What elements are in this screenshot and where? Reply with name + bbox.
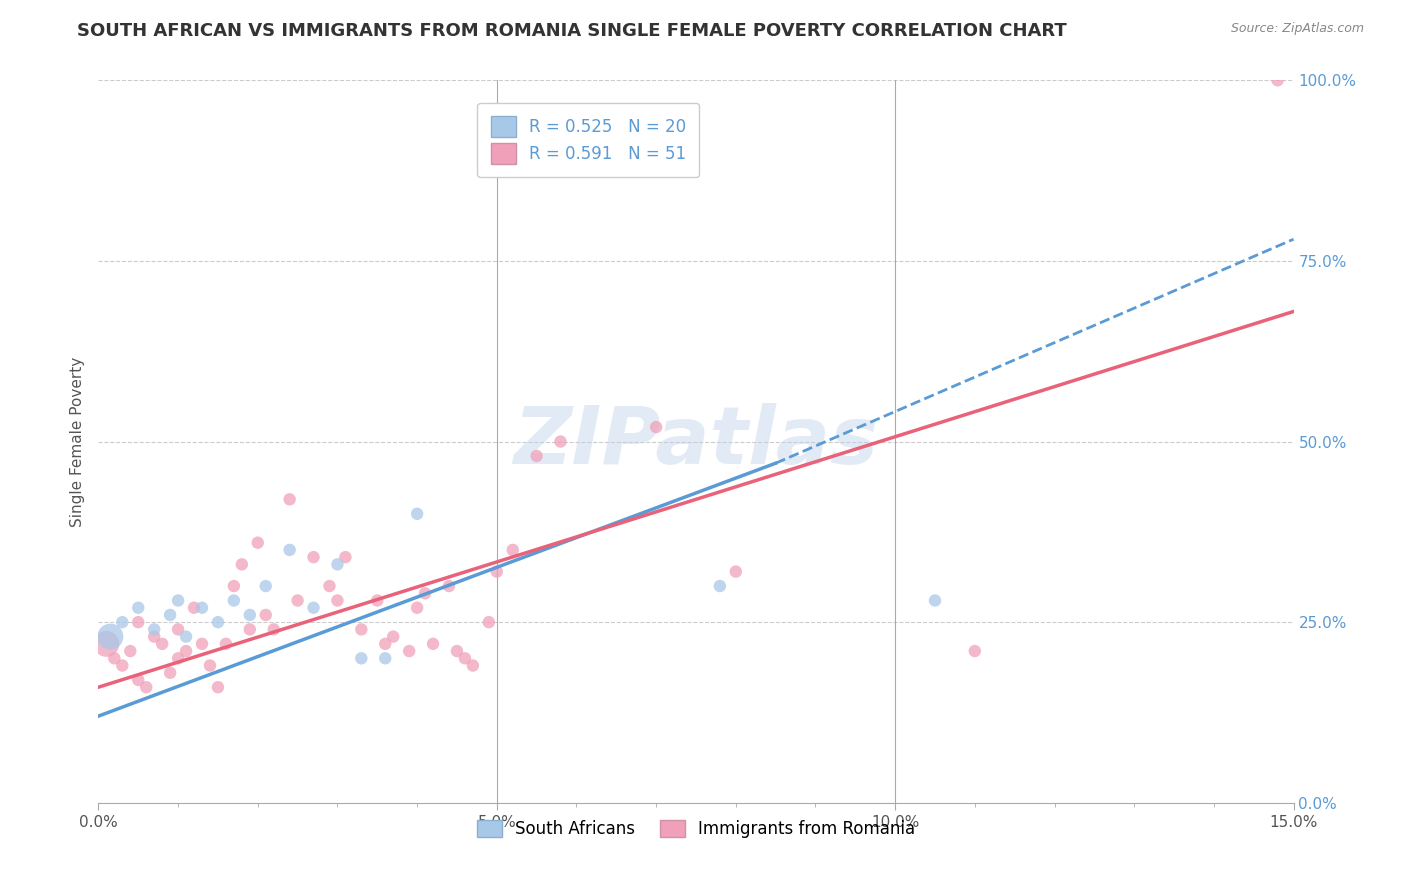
Point (167, 593, 190, 607)
Point (502, 542, 524, 557)
Point (350, 623, 373, 637)
Point (127, 615, 149, 630)
Point (143, 623, 166, 637)
Point (550, 434, 572, 449)
Point (198, 658, 221, 673)
Point (167, 651, 190, 665)
Point (135, 680, 157, 694)
Point (350, 651, 373, 665)
Point (143, 630, 166, 644)
Point (183, 600, 205, 615)
Text: ZIPatlas: ZIPatlas (513, 402, 879, 481)
Point (191, 637, 214, 651)
Point (231, 558, 253, 572)
Point (263, 623, 285, 637)
Point (366, 593, 388, 607)
Text: Source: ZipAtlas.com: Source: ZipAtlas.com (1230, 22, 1364, 36)
Point (254, 579, 277, 593)
Point (98, 630, 122, 644)
Point (159, 607, 181, 622)
Point (709, 579, 731, 593)
Point (167, 623, 190, 637)
Point (406, 600, 429, 615)
Point (120, 644, 142, 658)
Point (335, 550, 357, 565)
Point (478, 615, 501, 630)
Point (239, 607, 262, 622)
Point (222, 579, 245, 593)
Point (287, 593, 309, 607)
Point (207, 680, 229, 694)
Point (446, 644, 468, 658)
Point (406, 507, 429, 521)
Point (437, 579, 460, 593)
Point (461, 658, 484, 673)
Point (326, 558, 349, 572)
Point (963, 644, 986, 658)
Point (485, 565, 508, 579)
Point (96, 637, 118, 651)
Point (645, 420, 668, 434)
Point (454, 651, 477, 665)
Point (150, 637, 173, 651)
Point (207, 615, 229, 630)
Point (174, 630, 197, 644)
Text: SOUTH AFRICAN VS IMMIGRANTS FROM ROMANIA SINGLE FEMALE POVERTY CORRELATION CHART: SOUTH AFRICAN VS IMMIGRANTS FROM ROMANIA… (77, 22, 1067, 40)
Point (246, 535, 269, 549)
Point (398, 644, 420, 658)
Point (103, 651, 125, 665)
Point (326, 593, 349, 607)
Point (174, 644, 197, 658)
Point (374, 651, 396, 665)
Point (318, 579, 340, 593)
Point (278, 542, 301, 557)
Point (1267, 73, 1289, 87)
Point (159, 665, 181, 680)
Point (724, 565, 747, 579)
Legend: South Africans, Immigrants from Romania: South Africans, Immigrants from Romania (470, 814, 922, 845)
Point (127, 600, 149, 615)
Point (924, 593, 946, 607)
Point (374, 637, 396, 651)
Point (302, 600, 325, 615)
Point (215, 637, 238, 651)
Point (191, 600, 214, 615)
Point (278, 492, 301, 507)
Y-axis label: Single Female Poverty: Single Female Poverty (70, 357, 86, 526)
Point (111, 658, 134, 673)
Point (111, 615, 134, 630)
Point (413, 586, 436, 600)
Point (302, 550, 325, 565)
Point (127, 673, 149, 687)
Point (422, 637, 444, 651)
Point (222, 593, 245, 607)
Point (382, 630, 405, 644)
Point (239, 623, 262, 637)
Point (526, 449, 548, 463)
Point (254, 607, 277, 622)
